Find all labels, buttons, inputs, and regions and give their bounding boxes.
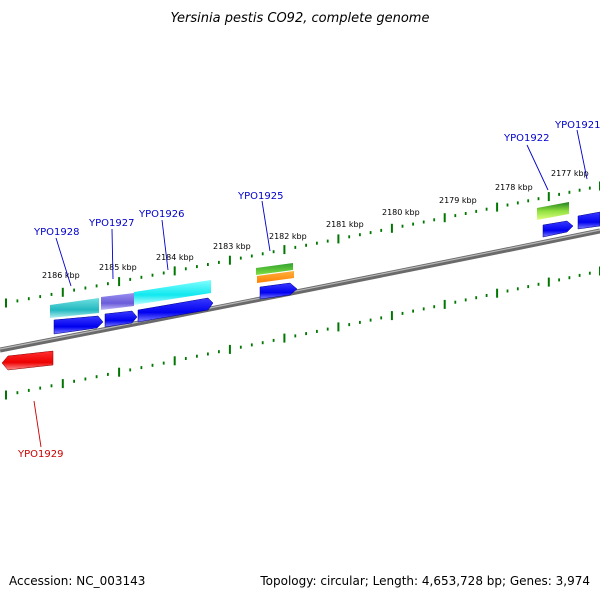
gene-ypo1929[interactable] <box>1 350 54 371</box>
map-title: Yersinia pestis CO92, complete genome <box>171 11 430 26</box>
gene-label[interactable]: YPO1922 <box>503 133 549 144</box>
accession-text: Accession: NC_003143 <box>9 574 146 588</box>
scale-label: 2181 kbp <box>326 220 364 229</box>
gene-ypo1921[interactable] <box>577 211 600 230</box>
feature-bar-purple <box>101 293 134 310</box>
scale-label: 2185 kbp <box>99 263 137 272</box>
feature-bars <box>50 202 569 318</box>
gene-label[interactable]: YPO1926 <box>138 209 184 220</box>
gene-ypo1927[interactable] <box>104 310 138 328</box>
feature-bar-teal <box>50 298 99 318</box>
gene-label[interactable]: YPO1929 <box>17 449 63 460</box>
gene-label[interactable]: YPO1927 <box>88 218 134 229</box>
scale-label: 2186 kbp <box>42 271 80 280</box>
genome-backbone <box>0 228 600 353</box>
scale-label: 2180 kbp <box>382 208 420 217</box>
inner-scale-ticks <box>5 266 600 400</box>
scale-label: 2179 kbp <box>439 196 477 205</box>
gene-label[interactable]: YPO1921 <box>554 120 600 131</box>
outer-scale-ticks <box>5 181 600 308</box>
gene-label[interactable]: YPO1928 <box>33 227 79 238</box>
scale-label: 2177 kbp <box>551 169 589 178</box>
scale-label: 2184 kbp <box>156 253 194 262</box>
gene-ypo1928[interactable] <box>53 315 104 335</box>
gene-labels: YPO1928 YPO1927 YPO1926 YPO1925 YPO1922 … <box>17 120 600 460</box>
gene-ypo1922[interactable] <box>542 220 574 238</box>
gene-ypo1926[interactable] <box>137 297 214 323</box>
feature-bar-green <box>256 263 293 275</box>
scale-label: 2183 kbp <box>213 242 251 251</box>
feature-bar-orange <box>257 271 294 283</box>
label-leaders <box>33 129 588 448</box>
feature-bar-cyan <box>134 280 211 305</box>
feature-bar-lime <box>537 202 569 220</box>
scale-label: 2182 kbp <box>269 232 307 241</box>
scale-label: 2178 kbp <box>495 183 533 192</box>
forward-genes <box>53 211 600 335</box>
gene-label[interactable]: YPO1925 <box>237 191 283 202</box>
gene-ypo1925[interactable] <box>259 282 298 300</box>
scale-labels: 2186 kbp 2185 kbp 2184 kbp 2183 kbp 2182… <box>42 169 589 280</box>
genome-stats-text: Topology: circular; Length: 4,653,728 bp… <box>260 574 590 588</box>
